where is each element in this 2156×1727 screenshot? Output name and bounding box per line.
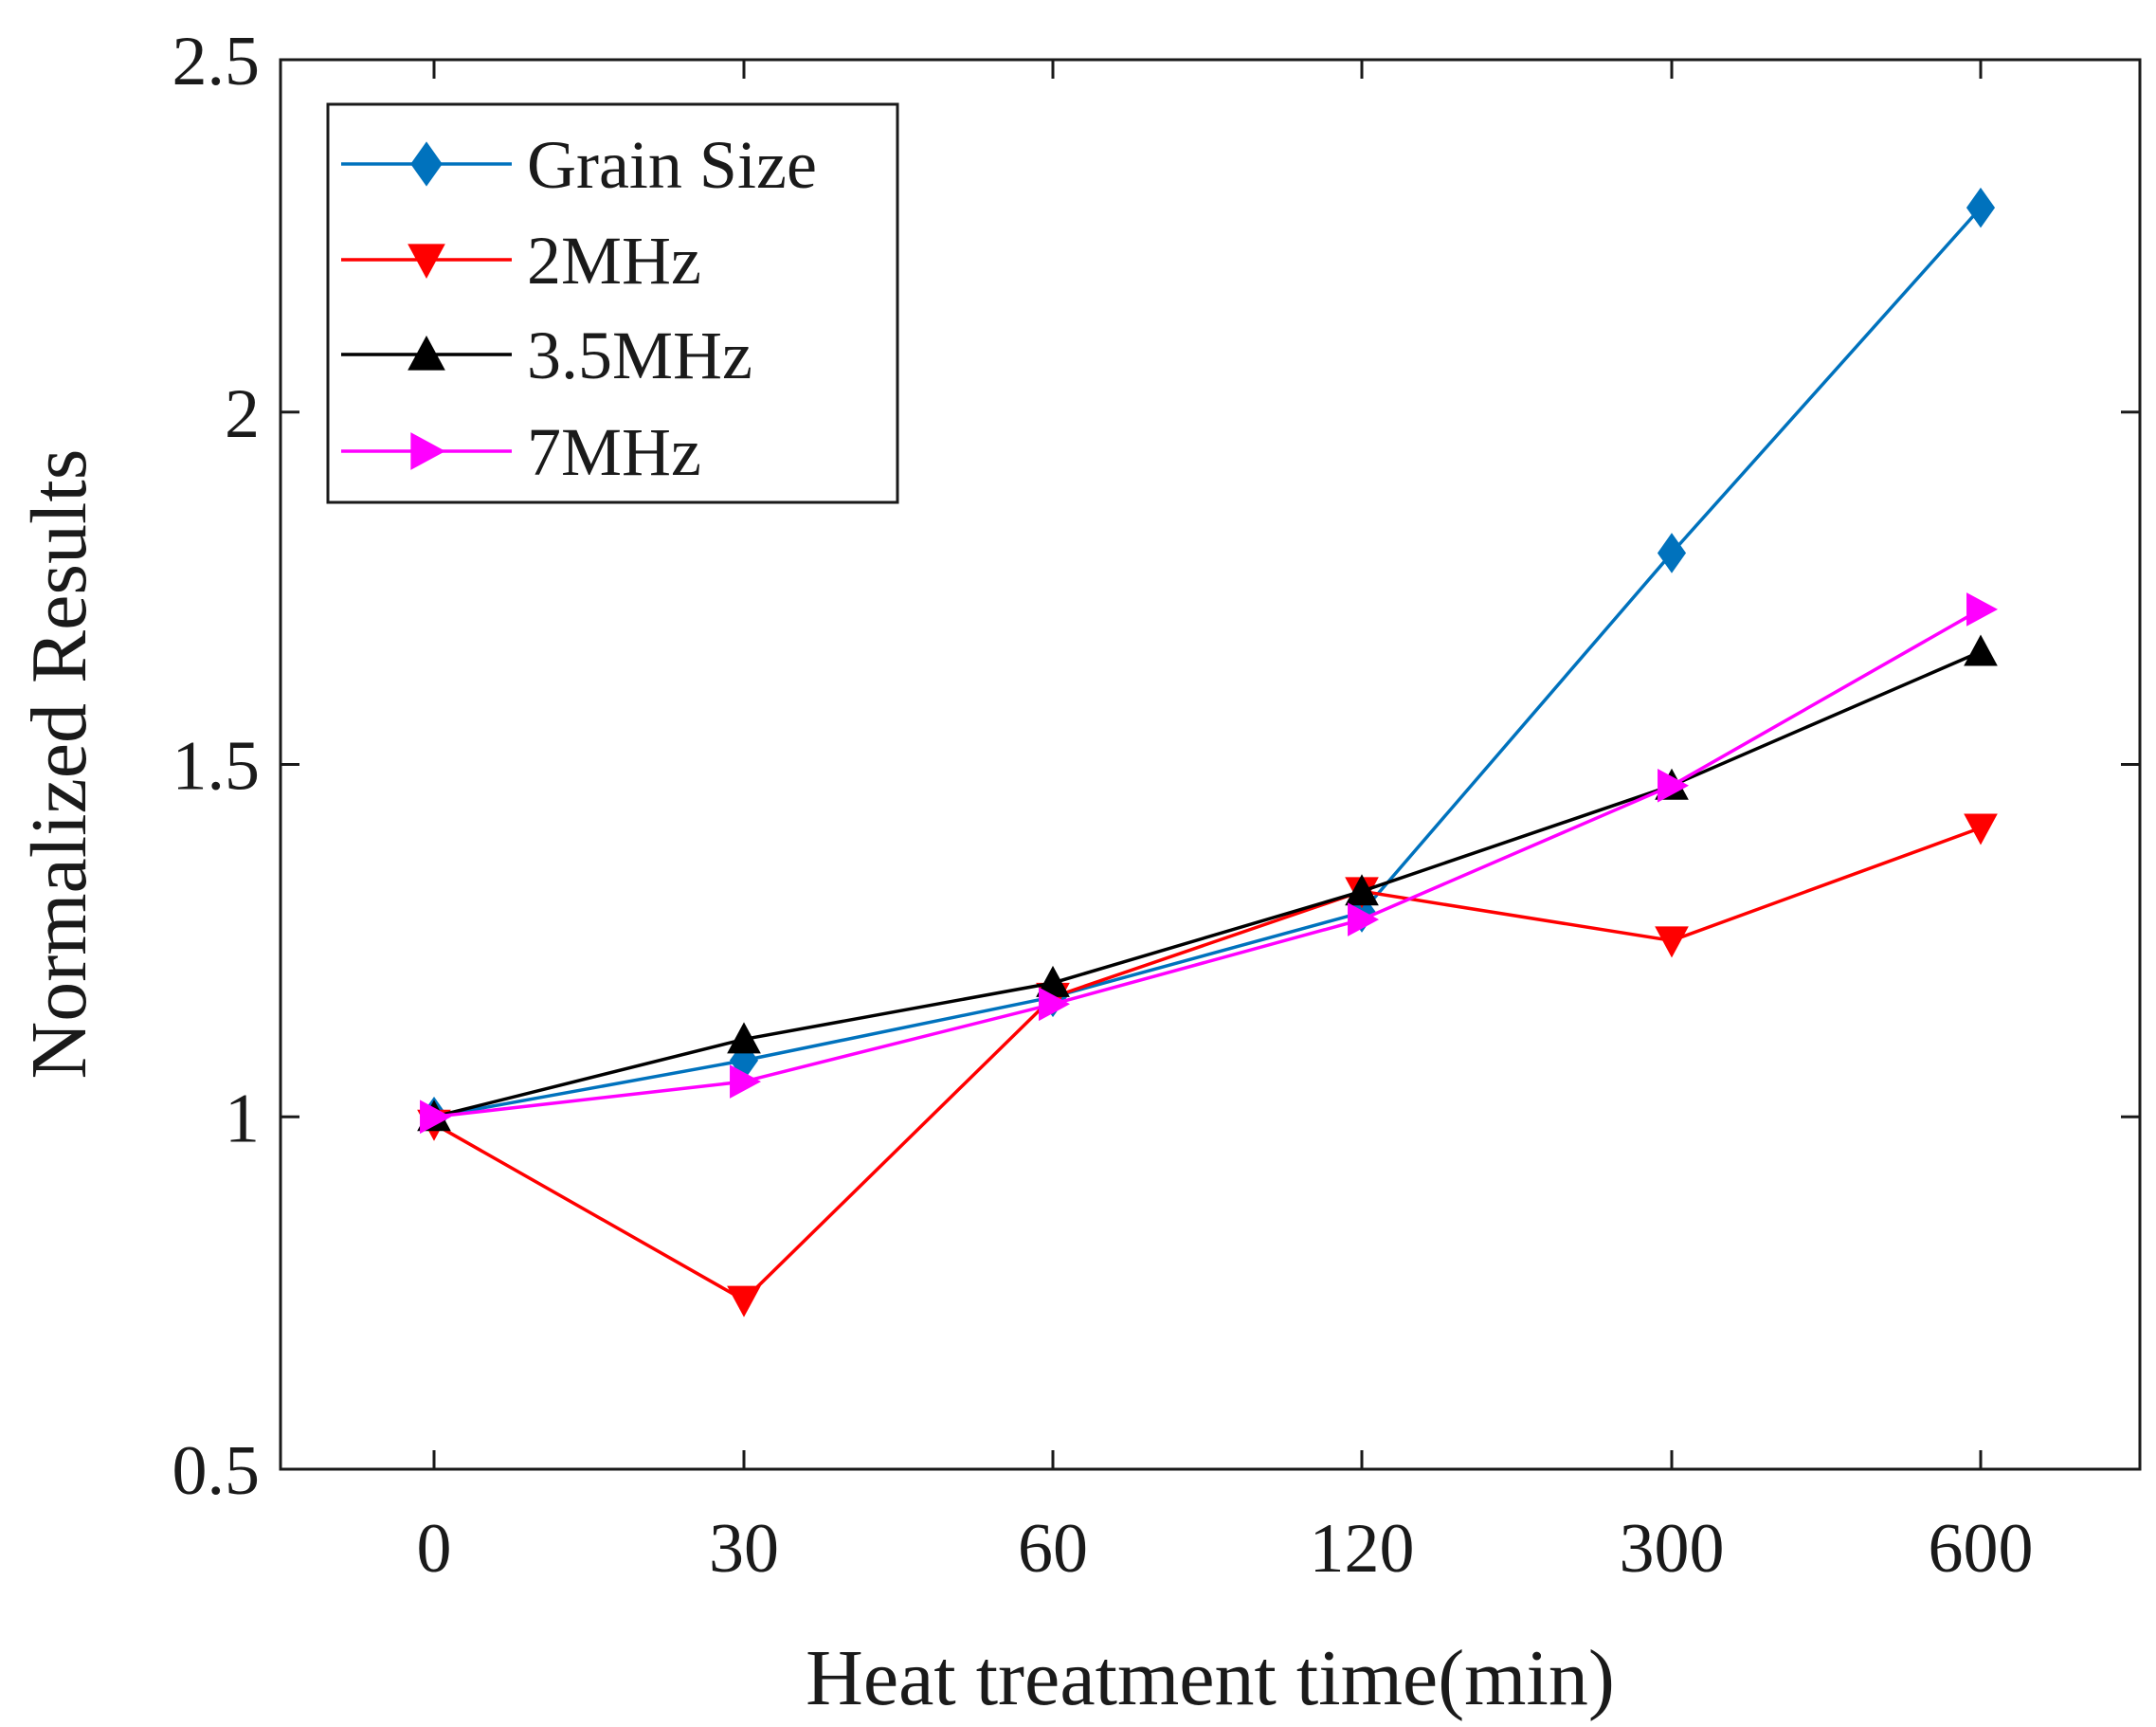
legend-label: 2MHz xyxy=(527,223,701,299)
x-tick-label: 30 xyxy=(709,1510,779,1588)
data-point xyxy=(1964,813,1998,845)
y-axis-label: Normalized Results xyxy=(15,449,103,1080)
x-tick-label: 60 xyxy=(1018,1510,1088,1588)
x-tick-label: 0 xyxy=(417,1510,452,1588)
x-tick-label: 600 xyxy=(1929,1510,2034,1588)
data-point xyxy=(1657,533,1687,573)
legend-marker xyxy=(408,335,445,371)
series-line xyxy=(433,826,1982,1302)
ticks-layer: 0.5 1 1.5 2 2.5 0 30 60 120 300 600 xyxy=(172,23,2140,1588)
legend-marker xyxy=(408,244,445,280)
data-point xyxy=(1348,902,1380,936)
legend-item: 7MHz xyxy=(341,414,701,490)
data-point xyxy=(1966,187,1996,228)
x-tick-label: 300 xyxy=(1620,1510,1725,1588)
data-point xyxy=(1658,768,1690,803)
x-axis-label: Heat treatment time(min) xyxy=(806,1634,1615,1722)
y-tick-label: 1 xyxy=(225,1080,260,1157)
y-tick-label: 1.5 xyxy=(172,728,261,806)
data-point xyxy=(420,1100,452,1135)
y-tick-label: 2 xyxy=(225,375,260,453)
legend-marker xyxy=(410,141,443,187)
legend-label: Grain Size xyxy=(527,127,817,203)
series-line xyxy=(433,206,1983,1118)
y-tick-label: 2.5 xyxy=(172,23,261,100)
legend-item: 2MHz xyxy=(341,223,701,299)
legend-item: 3.5MHz xyxy=(341,318,752,393)
data-point xyxy=(730,1064,762,1099)
data-point xyxy=(1345,874,1379,906)
legend-item: Grain Size xyxy=(341,127,817,203)
legend-label: 3.5MHz xyxy=(527,318,752,393)
data-point xyxy=(1039,987,1071,1022)
y-tick-label: 0.5 xyxy=(172,1432,261,1510)
x-tick-label: 120 xyxy=(1310,1510,1415,1588)
data-point xyxy=(1966,592,1999,627)
legend-marker xyxy=(410,432,446,470)
data-point xyxy=(1655,926,1689,958)
series-layer xyxy=(417,187,1999,1318)
data-point xyxy=(727,1285,761,1318)
data-point xyxy=(727,1022,761,1054)
series-line xyxy=(433,649,1982,1118)
legend: Grain Size 2MHz 3.5MHz 7MHz xyxy=(326,102,899,504)
data-point xyxy=(1964,634,1998,666)
series-line xyxy=(433,608,1982,1118)
legend-label: 7MHz xyxy=(527,414,701,490)
series-7mhz xyxy=(420,592,1999,1135)
plot-frame xyxy=(279,58,2142,1471)
